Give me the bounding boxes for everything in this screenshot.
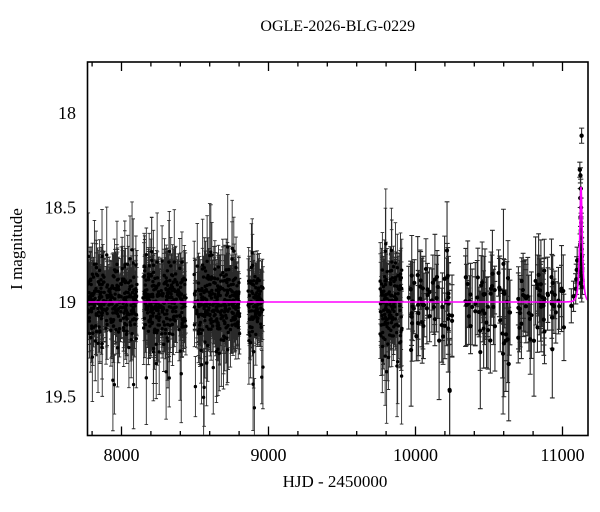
plot-title: OGLE-2026-BLG-0229 xyxy=(260,18,415,35)
photometry-points xyxy=(88,248,139,387)
microlensing-model-curve xyxy=(88,186,588,303)
error-bars xyxy=(515,233,567,399)
photometry-points xyxy=(463,261,513,367)
y-axis-title: I magnitude xyxy=(7,208,26,290)
photometry-points xyxy=(141,249,188,380)
y-tick-label: 19 xyxy=(58,292,76,312)
photometry-points xyxy=(569,133,585,308)
y-tick-label: 18.5 xyxy=(45,198,77,218)
data-points xyxy=(88,127,586,435)
model-curve xyxy=(88,186,588,303)
tick-labels: 8000 9000 10000 11000 18 18.5 19 19.5 xyxy=(45,103,585,465)
x-tick-label: 10000 xyxy=(393,445,438,465)
photometry-points xyxy=(516,268,567,352)
error-bars xyxy=(88,201,139,432)
x-tick-label: 11000 xyxy=(540,445,584,465)
y-tick-label: 19.5 xyxy=(45,387,77,407)
y-tick-label: 18 xyxy=(58,103,76,123)
photometry-points xyxy=(192,245,242,400)
tick-marks xyxy=(91,62,564,436)
x-tick-label: 9000 xyxy=(251,445,287,465)
axis-ticks xyxy=(91,62,564,436)
error-bars xyxy=(406,201,455,435)
x-tick-label: 8000 xyxy=(104,445,140,465)
photometry-points xyxy=(246,251,265,410)
plot-frame xyxy=(86,61,589,437)
x-axis-title: HJD - 2450000 xyxy=(283,472,388,491)
photometry-points xyxy=(378,242,404,378)
